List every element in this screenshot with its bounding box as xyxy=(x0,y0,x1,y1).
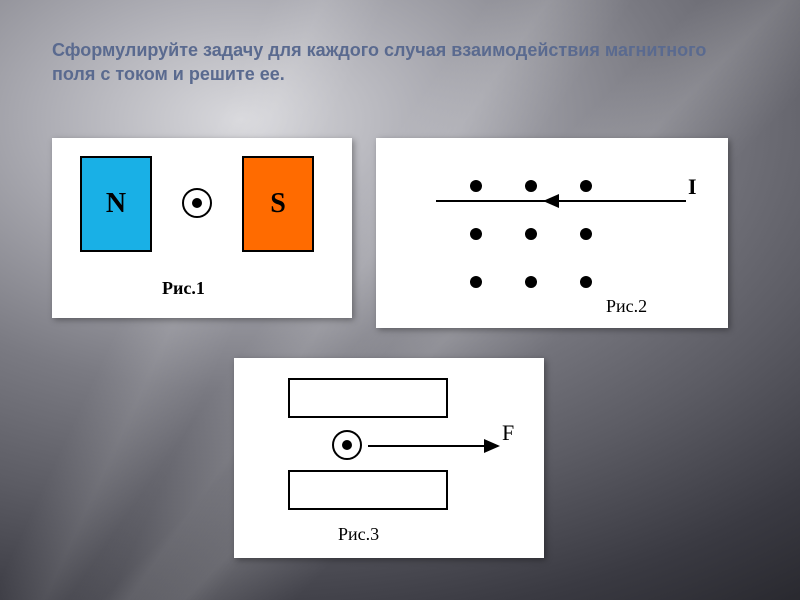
field-dot-icon xyxy=(580,276,592,288)
current-arrow-left-icon xyxy=(543,194,559,208)
current-wire xyxy=(436,200,686,202)
conductor-out-of-page xyxy=(182,188,212,218)
figure-1-caption: Рис.1 xyxy=(162,278,205,299)
figure-2-caption: Рис.2 xyxy=(606,296,647,317)
force-arrow xyxy=(368,445,498,447)
figure-3-panel: F Рис.3 xyxy=(234,358,544,558)
field-dot-icon xyxy=(470,180,482,192)
south-pole-label: S xyxy=(270,188,286,220)
figure-2-panel: I Рис.2 xyxy=(376,138,728,328)
field-dot-icon xyxy=(525,180,537,192)
south-pole: S xyxy=(242,156,314,252)
field-dot-icon xyxy=(580,180,592,192)
conductor-out-of-page xyxy=(332,430,362,460)
field-dot-icon xyxy=(580,228,592,240)
current-label: I xyxy=(688,174,697,200)
figure-1-panel: N S Рис.1 xyxy=(52,138,352,318)
dot-icon xyxy=(192,198,202,208)
top-magnet-bar xyxy=(288,378,448,418)
field-dot-icon xyxy=(525,276,537,288)
slide-title: Сформулируйте задачу для каждого случая … xyxy=(52,38,740,87)
north-pole: N xyxy=(80,156,152,252)
field-dot-icon xyxy=(470,276,482,288)
field-dot-icon xyxy=(470,228,482,240)
force-label: F xyxy=(502,420,514,446)
north-pole-label: N xyxy=(106,188,126,220)
dot-icon xyxy=(342,440,352,450)
figure-3-caption: Рис.3 xyxy=(338,524,379,545)
bottom-magnet-bar xyxy=(288,470,448,510)
field-dot-icon xyxy=(525,228,537,240)
